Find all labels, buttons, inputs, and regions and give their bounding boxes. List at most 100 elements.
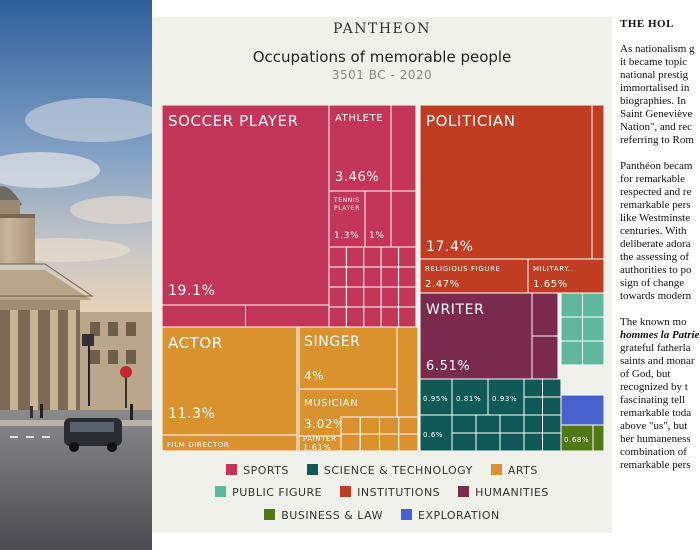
treemap-public-figure-tile — [582, 316, 604, 342]
treemap-sports-right-tile — [398, 266, 417, 288]
tile-label-writer: WRITER — [426, 302, 484, 318]
treemap-chart: SOCCER PLAYER 19.1% ATHLETE 3.46% TENNISPLAY… — [162, 105, 604, 451]
legend-item-exploration: EXPLORATION — [401, 509, 500, 522]
treemap-public-figure-tile — [582, 340, 604, 366]
treemap-arts-small-tile — [398, 416, 419, 435]
treemap-tile-exploration — [560, 394, 604, 426]
treemap-arts-small-tile — [379, 416, 400, 435]
treemap-science-mid-tile — [451, 432, 477, 451]
treemap-sports-right-tile — [398, 286, 417, 308]
treemap-tile-arts-side — [396, 326, 419, 418]
article-paragraph-2: Panthéon becam for remarkable respected an… — [620, 160, 693, 302]
legend-row-2: PUBLIC FIGURE INSTITUTIONS HUMANITIES — [152, 486, 612, 499]
tile-label-religious-figure: RELIGIOUS FIGURE — [425, 265, 501, 273]
tile-value-science-1: 0.95% — [423, 395, 448, 403]
legend-swatch — [401, 509, 412, 520]
infographic-panel: PANTHEON Occupations of memorable people… — [152, 17, 612, 533]
tile-value-science-4: 0.6% — [423, 431, 443, 439]
treemap-sports-bottom-tile — [245, 304, 330, 328]
legend-swatch — [340, 486, 352, 497]
treemap-tile-science-1 — [419, 378, 453, 416]
legend: SPORTS SCIENCE & TECHNOLOGY ARTS — [152, 464, 612, 477]
treemap-science-right-tile — [542, 432, 562, 451]
tile-label-military: MILITARY... — [533, 265, 576, 273]
legend-item-institutions: INSTITUTIONS — [340, 486, 440, 499]
treemap-sports-bottom-tile — [162, 304, 246, 328]
treemap-sports-right-tile — [380, 266, 400, 288]
tile-label-film-director: FILM DIRECTOR — [167, 441, 229, 449]
legend-swatch — [458, 486, 470, 497]
legend-swatch — [490, 464, 502, 475]
legend-item-science: SCIENCE & TECHNOLOGY — [306, 464, 473, 477]
treemap-sports-right-tile — [363, 286, 382, 308]
article-column: THE HOL As nationalism g it became topic n… — [620, 18, 700, 550]
treemap-science-mid-tile — [475, 414, 501, 434]
treemap-sports-right-tile — [328, 306, 347, 328]
legend-swatch — [306, 464, 318, 475]
treemap-sports-right-tile — [363, 246, 382, 268]
brand-logo: PANTHEON — [152, 21, 612, 37]
tile-value-religious-figure: 2.47% — [425, 279, 460, 290]
legend-row-3: BUSINESS & LAW EXPLORATION — [152, 509, 612, 522]
treemap-sports-right-tile — [398, 306, 417, 328]
treemap-sports-right-tile — [328, 286, 347, 308]
treemap-science-right-tile — [523, 414, 543, 434]
treemap-science-right-tile — [542, 378, 562, 398]
treemap-sports-right-tile — [328, 246, 347, 268]
treemap-tile-soccer-player — [162, 105, 330, 306]
treemap-arts-small-tile — [340, 433, 361, 451]
treemap-arts-small-tile — [379, 433, 400, 451]
treemap-public-figure-tile — [560, 292, 583, 318]
tile-value-science-3: 0.93% — [492, 395, 517, 403]
treemap-sports-right-tile — [398, 246, 417, 268]
tile-label-athlete: ATHLETE — [335, 113, 383, 124]
legend-item-business: BUSINESS & LAW — [264, 509, 383, 522]
treemap-science-mid-tile — [499, 432, 525, 451]
treemap-science-right-tile — [523, 432, 543, 451]
tile-value-politician: 17.4% — [426, 239, 473, 255]
treemap-sports-right-tile — [380, 246, 400, 268]
tile-label-tennis-player: TENNIS — [333, 197, 360, 204]
treemap-science-mid-tile — [451, 414, 477, 434]
treemap-tile-business-small — [592, 424, 604, 451]
treemap-tile-politician — [419, 105, 593, 260]
treemap-arts-small-tile — [398, 433, 419, 451]
treemap-sports-right-tile — [345, 286, 365, 308]
treemap-tile-military — [527, 258, 604, 294]
tile-value-athlete: 3.46% — [335, 170, 379, 185]
treemap-tile-politician-sub — [591, 105, 604, 260]
tile-label-soccer-player: SOCCER PLAYER — [168, 112, 299, 130]
tile-label-painter: PAINTER — [303, 435, 337, 443]
treemap-public-figure-tile — [560, 316, 583, 342]
legend-item-sports: SPORTS — [226, 464, 289, 477]
treemap-humanities-side-tile — [531, 335, 559, 380]
tile-value-soccer-player: 19.1% — [168, 283, 215, 299]
treemap-science-right-tile — [523, 378, 543, 398]
tile-label-tennis-player-2: PLAYER — [334, 205, 360, 212]
tile-value-tennis-player: 1.3% — [334, 231, 359, 241]
treemap-tile-science-3 — [487, 378, 525, 416]
treemap-science-mid-tile — [475, 432, 501, 451]
tile-label-politician: POLITICIAN — [426, 112, 516, 130]
treemap-tile-singer — [298, 326, 398, 390]
tile-label-actor: ACTOR — [168, 334, 223, 352]
tile-label-singer: SINGER — [304, 334, 361, 350]
tile-value-musician: 3.02% — [304, 417, 345, 431]
pantheon-building-image — [0, 0, 152, 550]
tile-value-military: 1.65% — [533, 279, 568, 290]
tile-value-painter: 1.61% — [303, 443, 331, 451]
treemap-sports-right-tile — [363, 266, 382, 288]
legend-item-arts: ARTS — [490, 464, 538, 477]
treemap-arts-small-tile — [359, 433, 380, 451]
treemap-science-right-tile — [542, 414, 562, 434]
treemap-tile-sports-small — [390, 190, 417, 248]
article-heading: THE HOL — [620, 18, 674, 30]
treemap-public-figure-tile — [582, 292, 604, 318]
tile-value-singer: 4% — [304, 369, 324, 383]
legend-item-humanities: HUMANITIES — [458, 486, 549, 499]
legend-swatch — [264, 509, 276, 520]
treemap-tile-actor — [162, 326, 298, 436]
treemap-sports-right-tile — [345, 266, 365, 288]
chart-title: Occupations of memorable people — [252, 48, 512, 66]
tile-value-science-2: 0.81% — [456, 395, 481, 403]
